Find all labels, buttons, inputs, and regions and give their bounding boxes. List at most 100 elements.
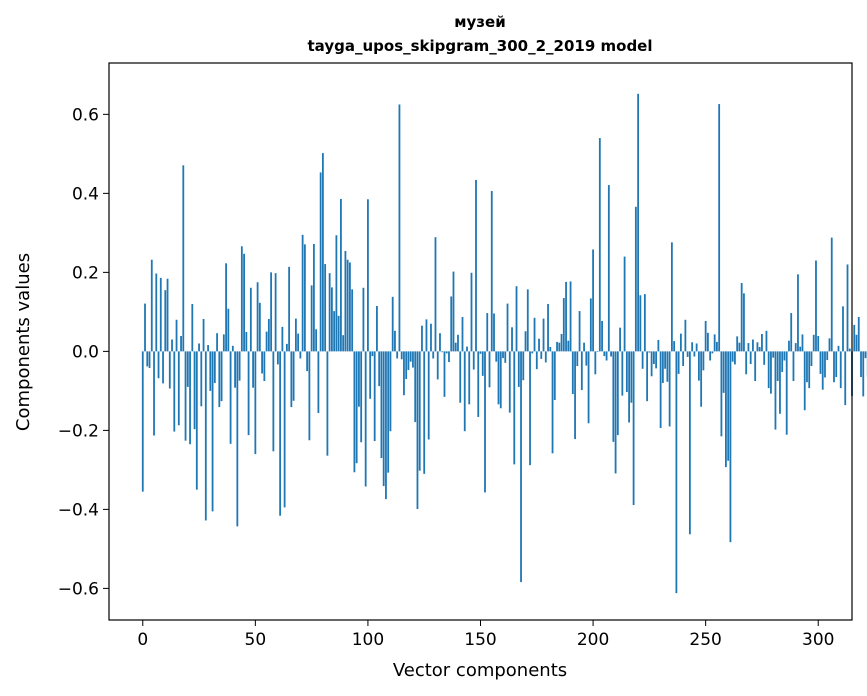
bar (637, 93, 640, 352)
bar (664, 351, 667, 369)
x-tick-label: 200 (577, 630, 609, 650)
bar (558, 342, 561, 352)
bar (238, 351, 241, 381)
bar (252, 351, 254, 388)
bar (416, 351, 419, 509)
bar (378, 351, 381, 387)
y-tick-label: 0.2 (72, 263, 99, 283)
bar (285, 343, 288, 352)
bar (646, 351, 649, 402)
bar (198, 343, 200, 352)
bar (182, 165, 185, 352)
bar (369, 351, 372, 399)
bar (819, 351, 822, 374)
bar (511, 327, 513, 352)
bar (713, 334, 716, 352)
bar (454, 342, 457, 352)
bar (857, 317, 860, 352)
bar (153, 351, 155, 436)
bar (272, 351, 275, 452)
bar (472, 351, 475, 370)
bar (855, 334, 858, 352)
bar (648, 351, 651, 353)
bar (716, 341, 718, 352)
bar (571, 351, 574, 395)
bar (405, 351, 408, 380)
bar (695, 343, 698, 352)
bar (752, 339, 754, 352)
bar (623, 256, 626, 352)
bar (844, 351, 847, 406)
bar (299, 351, 302, 359)
bar (493, 313, 495, 352)
bar (542, 318, 545, 352)
bar (526, 289, 529, 352)
bar (452, 271, 455, 352)
bar (625, 351, 628, 393)
bar (461, 317, 464, 352)
bar (585, 351, 588, 366)
bar (297, 333, 300, 352)
bar (315, 329, 318, 352)
bar (173, 351, 176, 432)
bar (409, 351, 412, 362)
bar (709, 351, 712, 361)
bar (463, 351, 466, 432)
bar (168, 351, 171, 389)
bar (677, 351, 680, 374)
bar (245, 332, 248, 352)
bar (722, 351, 725, 393)
bar (862, 351, 865, 397)
bar (360, 351, 363, 443)
bar (587, 351, 590, 424)
y-tick-label: 0.4 (72, 184, 99, 204)
bar (707, 332, 709, 352)
bar (785, 351, 788, 435)
bar (407, 351, 410, 370)
bar (389, 351, 392, 432)
bar (254, 351, 257, 455)
bar (497, 351, 500, 405)
bar (650, 351, 653, 377)
bar (270, 272, 273, 352)
bar (261, 351, 263, 374)
bar (668, 351, 671, 427)
bar (146, 351, 149, 367)
bar (234, 351, 236, 388)
bar (202, 318, 205, 352)
bar (227, 308, 230, 352)
bar (731, 351, 734, 362)
bar (632, 351, 635, 506)
bar (220, 351, 223, 402)
bar (765, 330, 768, 352)
bar (303, 244, 306, 352)
bar (513, 351, 516, 465)
chart-title-line-1: музей (454, 13, 505, 31)
bar (828, 338, 831, 352)
bar (761, 333, 763, 352)
bar (502, 351, 504, 359)
bar (619, 327, 621, 352)
bar (779, 351, 781, 414)
plot-frame (108, 62, 853, 621)
bar (321, 153, 324, 352)
bar (457, 334, 459, 352)
bar (833, 351, 835, 383)
bar (256, 282, 259, 352)
bar (301, 234, 304, 352)
chart-title: музей tayga_upos_skipgram_300_2_2019 mod… (308, 13, 653, 55)
y-tick-label: −0.4 (58, 500, 99, 520)
bar (346, 259, 349, 352)
bar (682, 351, 685, 366)
bar (758, 347, 761, 352)
bar (522, 351, 525, 381)
bar (688, 351, 691, 535)
bar (222, 334, 225, 352)
bar (583, 342, 585, 352)
bar (835, 351, 838, 378)
bar (821, 351, 824, 390)
bar (340, 198, 342, 352)
bar (380, 351, 383, 459)
bar (848, 348, 851, 352)
bar (240, 246, 243, 352)
